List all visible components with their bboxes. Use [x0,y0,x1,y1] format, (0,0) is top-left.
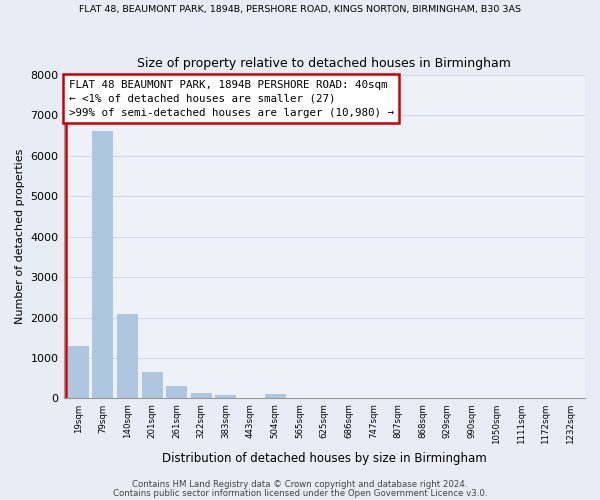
Bar [265,394,286,398]
Bar [92,132,113,398]
Text: Contains public sector information licensed under the Open Government Licence v3: Contains public sector information licen… [113,489,487,498]
Bar [166,386,187,398]
X-axis label: Distribution of detached houses by size in Birmingham: Distribution of detached houses by size … [162,452,487,465]
Y-axis label: Number of detached properties: Number of detached properties [15,149,25,324]
Title: Size of property relative to detached houses in Birmingham: Size of property relative to detached ho… [137,56,511,70]
Bar [191,393,212,398]
Text: FLAT 48 BEAUMONT PARK, 1894B PERSHORE ROAD: 40sqm
← <1% of detached houses are s: FLAT 48 BEAUMONT PARK, 1894B PERSHORE RO… [69,80,394,118]
Text: Contains HM Land Registry data © Crown copyright and database right 2024.: Contains HM Land Registry data © Crown c… [132,480,468,489]
Bar [117,314,138,398]
Bar [68,346,89,399]
Text: FLAT 48, BEAUMONT PARK, 1894B, PERSHORE ROAD, KINGS NORTON, BIRMINGHAM, B30 3AS: FLAT 48, BEAUMONT PARK, 1894B, PERSHORE … [79,5,521,14]
Bar [215,395,236,398]
Bar [142,372,163,398]
